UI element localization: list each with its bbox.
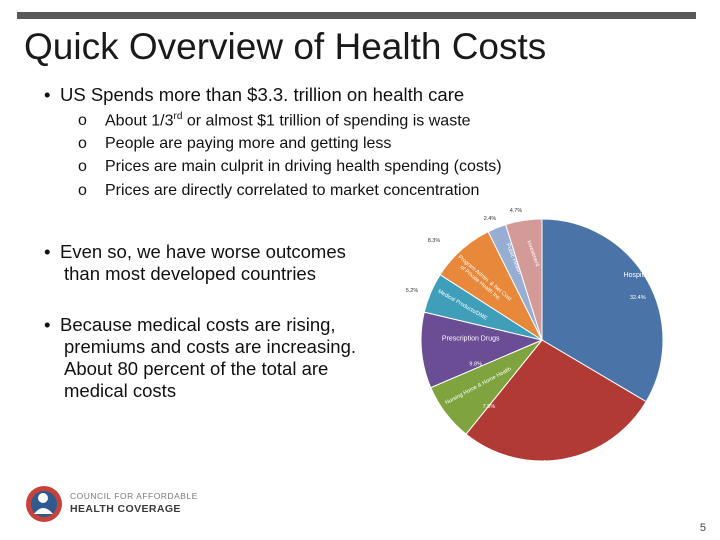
pie-slice-label: Professional Services <box>520 460 588 467</box>
bullet-costs-line2: premiums and costs are increasing. <box>64 336 357 357</box>
bullet-costs-line4: medical costs <box>64 380 177 401</box>
health-spending-pie-chart: Hospital Care 32.4% Professional Services 2… <box>406 208 667 485</box>
pie-value-label: 9.8% <box>469 362 482 368</box>
bullet-costs: • Because medical costs are rising, premi… <box>44 314 356 402</box>
sub-item-concentration: o Prices are directly correlated to marke… <box>78 182 479 200</box>
bullet-glyph: • <box>44 241 51 262</box>
pie-value-label: 4.7% <box>510 208 523 214</box>
bullet-outcomes-line1: Even so, we have worse outcomes <box>60 241 346 262</box>
page-number: 5 <box>699 522 706 534</box>
bullet-outcomes: • Even so, we have worse outcomes than mo… <box>44 241 346 285</box>
sub-item-text-end: or almost $1 trillion of spending is was… <box>182 112 471 130</box>
logo-line2: HEALTH COVERAGE <box>70 503 181 515</box>
bullet-outcomes-line2: than most developed countries <box>64 263 316 284</box>
top-divider-bar <box>17 12 696 19</box>
bullet-glyph: • <box>44 314 51 335</box>
sub-item-text: About 1/3 <box>105 112 174 130</box>
pie-slice-investment <box>504 218 543 341</box>
sub-marker: o <box>78 112 87 130</box>
pie-slice-professional-services <box>465 339 647 462</box>
bullet-spending-text: US Spends more than $3.3. trillion on he… <box>60 84 465 105</box>
pie-value-label: 7.5% <box>483 404 496 410</box>
pie-slice-hospital-care <box>541 218 664 403</box>
pie-value-label: 26.4% <box>546 479 562 485</box>
pie-value-label: 32.4% <box>630 295 646 301</box>
pie-slice-label: Prescription Drugs <box>442 336 500 343</box>
bullet-costs-line3: About 80 percent of the total are <box>64 358 329 379</box>
sub-item-text: Prices are directly correlated to market… <box>105 182 480 199</box>
bullet-costs-line1: Because medical costs are rising, <box>60 314 336 335</box>
sub-marker: o <box>78 182 87 199</box>
pie-value-label: 2.4% <box>484 216 497 222</box>
pie-slice-prescription-drugs <box>420 311 544 389</box>
sub-item-sup: rd <box>173 111 183 122</box>
sub-item-paying: o People are paying more and getting less <box>78 135 391 153</box>
logo-line1: COUNCIL FOR AFFORDABLE <box>70 491 198 501</box>
sub-marker: o <box>78 135 87 152</box>
pie-slice-label: Hospital Care <box>624 272 667 279</box>
sub-item-text: Prices are main culprit in driving healt… <box>105 158 502 175</box>
pie-value-label: 5.2% <box>406 288 419 294</box>
pie-value-label: 8.3% <box>428 238 441 244</box>
sub-item-prices: o Prices are main culprit in driving heal… <box>78 158 502 176</box>
slide-title: Quick Overview of Health Costs <box>24 26 547 67</box>
sub-item-waste: o About 1/3rd or almost $1 trillion of sp… <box>78 111 471 130</box>
bullet-spending: • US Spends more than $3.3. trillion on h… <box>44 84 464 106</box>
bullet-glyph: • <box>44 84 51 105</box>
council-logo: COUNCIL FOR AFFORDABLE HEALTH COVERAGE <box>26 486 198 522</box>
sub-marker: o <box>78 158 87 175</box>
sub-item-text: People are paying more and getting less <box>105 135 392 152</box>
